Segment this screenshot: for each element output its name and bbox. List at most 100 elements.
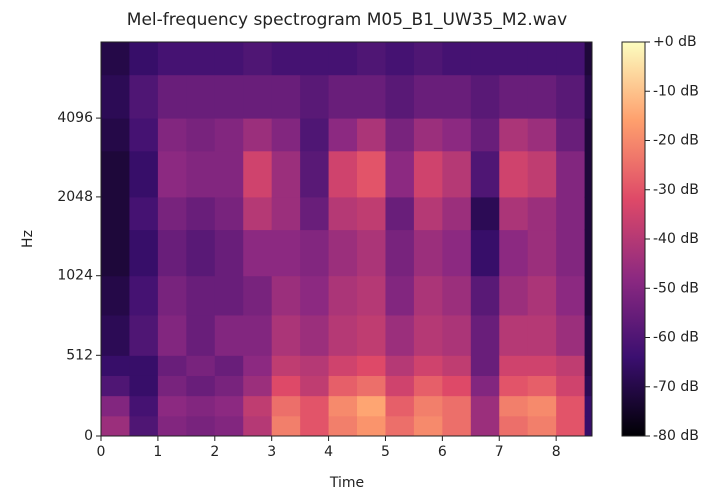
heat-cell (584, 375, 593, 397)
heat-cell (101, 229, 130, 277)
heat-cell (470, 314, 500, 356)
heat-cell (101, 196, 130, 231)
heat-cell (357, 118, 386, 152)
heat-cell (186, 275, 216, 316)
heat-cell (186, 395, 216, 417)
heat-cell (442, 395, 472, 417)
colorbar-tick-label: +0 dB (653, 34, 697, 50)
heat-cell (186, 196, 216, 231)
heat-cell (214, 275, 244, 316)
heat-cell (101, 314, 130, 356)
heat-cell (328, 42, 358, 76)
heat-cell (186, 150, 216, 198)
heat-cell (328, 74, 358, 119)
heat-cell (442, 42, 472, 76)
heat-cell (271, 150, 301, 198)
heat-cell (499, 375, 529, 397)
heat-cell (214, 395, 244, 417)
heat-cell (556, 275, 586, 316)
heat-cell (385, 42, 415, 76)
heat-cell (470, 415, 500, 437)
heat-cell (413, 375, 443, 397)
heat-cell (214, 118, 244, 152)
heat-cell (527, 375, 557, 397)
heat-cell (499, 395, 529, 417)
heat-cell (157, 275, 187, 316)
heat-cell (385, 229, 415, 277)
heat-cell (385, 196, 415, 231)
heat-cell (300, 275, 330, 316)
colorbar-tick-label: -50 dB (653, 280, 699, 296)
heat-cell (442, 375, 472, 397)
heat-cell (584, 314, 593, 356)
heat-cell (527, 275, 557, 316)
heat-cell (129, 415, 159, 437)
y-tick-label: 4096 (57, 110, 93, 126)
heat-cell (385, 150, 415, 198)
heat-cell (527, 196, 557, 231)
heat-cell (157, 395, 187, 417)
colorbar (621, 41, 646, 437)
heat-cell (499, 196, 529, 231)
heat-cell (271, 74, 301, 119)
heat-cell (442, 275, 472, 316)
chart-title: Mel-frequency spectrogram M05_B1_UW35_M2… (127, 10, 567, 30)
heat-cell (328, 314, 358, 356)
heat-cell (357, 314, 386, 356)
heat-cell (556, 42, 586, 76)
heat-cell (300, 415, 330, 437)
heat-cell (101, 415, 130, 437)
heat-cell (584, 74, 593, 119)
heat-cell (214, 229, 244, 277)
heat-cell (129, 375, 159, 397)
heat-cell (527, 74, 557, 119)
heat-cell (129, 229, 159, 277)
heat-cell (499, 118, 529, 152)
heat-cell (300, 196, 330, 231)
heat-cell (271, 196, 301, 231)
heat-cell (243, 314, 273, 356)
heat-cell (300, 118, 330, 152)
heat-cell (470, 42, 500, 76)
x-tick-label: 3 (267, 444, 276, 460)
heat-cell (271, 118, 301, 152)
heat-cell (271, 415, 301, 437)
heat-cell (243, 42, 273, 76)
heat-cell (243, 229, 273, 277)
y-tick-label: 1024 (57, 268, 93, 284)
heat-cell (385, 314, 415, 356)
heat-cell (129, 118, 159, 152)
colorbar-tick-label: -30 dB (653, 182, 699, 198)
heat-cell (527, 118, 557, 152)
heat-cell (214, 314, 244, 356)
heat-cell (385, 415, 415, 437)
heat-cell (157, 375, 187, 397)
heat-cell (129, 314, 159, 356)
heat-cell (129, 395, 159, 417)
heat-cell (271, 314, 301, 356)
heat-cell (385, 118, 415, 152)
heat-cell (300, 355, 330, 376)
heat-cell (157, 415, 187, 437)
colorbar-tick-label: -80 dB (653, 428, 699, 444)
heat-cell (556, 415, 586, 437)
heat-cell (129, 355, 159, 376)
heat-cell (243, 355, 273, 376)
x-tick-label: 2 (210, 444, 219, 460)
heat-cell (214, 375, 244, 397)
heat-cell (499, 355, 529, 376)
heat-cell (300, 74, 330, 119)
heat-cell (186, 375, 216, 397)
heat-cell (527, 415, 557, 437)
heat-cell (527, 395, 557, 417)
x-axis-label: Time (329, 475, 364, 491)
heat-cell (527, 42, 557, 76)
heat-cell (157, 314, 187, 356)
heat-cell (413, 42, 443, 76)
colorbar-tick-label: -40 dB (653, 231, 699, 247)
heat-cell (271, 42, 301, 76)
heat-cell (186, 314, 216, 356)
x-tick-label: 7 (495, 444, 504, 460)
heat-cell (556, 395, 586, 417)
